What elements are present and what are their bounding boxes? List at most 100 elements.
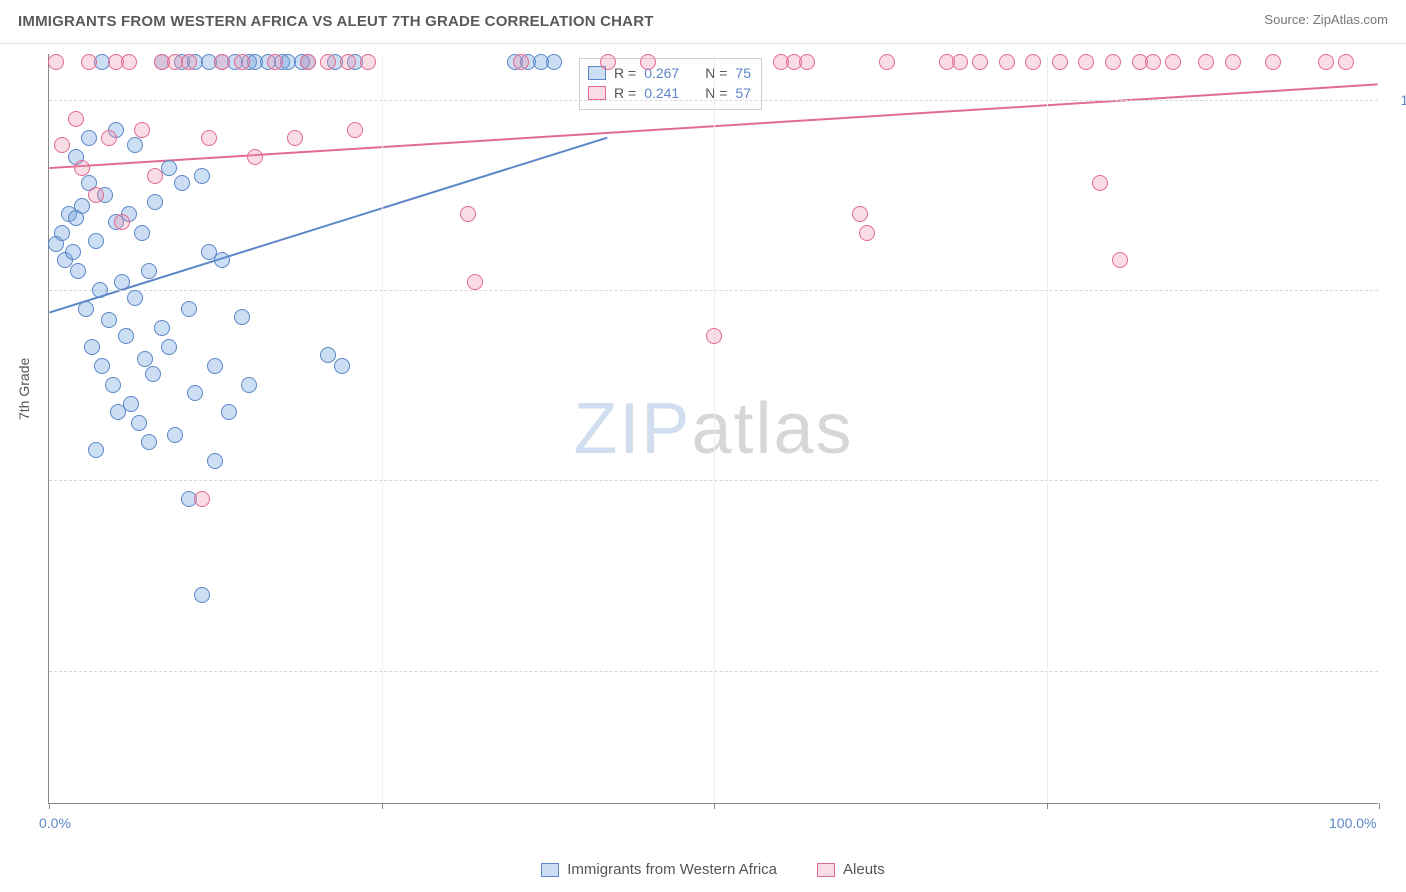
data-point [334, 358, 350, 374]
data-point [161, 339, 177, 355]
data-point [600, 54, 616, 70]
data-point [320, 54, 336, 70]
data-point [92, 282, 108, 298]
data-point [54, 137, 70, 153]
legend-swatch-icon [817, 863, 835, 877]
data-point [74, 198, 90, 214]
legend-n-label: N = [705, 65, 727, 81]
gridline-v [714, 54, 715, 803]
data-point [105, 377, 121, 393]
data-point [194, 491, 210, 507]
data-point [123, 396, 139, 412]
x-tick [49, 803, 50, 809]
data-point [81, 130, 97, 146]
legend-r-label: R = [614, 85, 636, 101]
data-point [460, 206, 476, 222]
x-tick [1379, 803, 1380, 809]
chart-title: IMMIGRANTS FROM WESTERN AFRICA VS ALEUT … [18, 13, 654, 30]
legend-item-b: Aleuts [817, 861, 885, 878]
legend-label-a: Immigrants from Western Africa [567, 861, 777, 878]
data-point [267, 54, 283, 70]
x-tick-label: 100.0% [1329, 815, 1376, 831]
data-point [207, 358, 223, 374]
legend-n-value: 75 [735, 65, 751, 81]
data-point [999, 54, 1015, 70]
y-axis-label: 7th Grade [16, 358, 32, 420]
legend-n-value: 57 [735, 85, 751, 101]
data-point [221, 404, 237, 420]
data-point [207, 453, 223, 469]
data-point [1092, 175, 1108, 191]
data-point [174, 175, 190, 191]
data-point [127, 290, 143, 306]
data-point [134, 122, 150, 138]
data-point [78, 301, 94, 317]
data-point [68, 111, 84, 127]
data-point [546, 54, 562, 70]
data-point [147, 194, 163, 210]
data-point [94, 358, 110, 374]
data-point [320, 347, 336, 363]
data-point [1225, 54, 1241, 70]
data-point [154, 320, 170, 336]
source-attribution: Source: ZipAtlas.com [1264, 12, 1388, 27]
data-point [287, 130, 303, 146]
data-point [141, 263, 157, 279]
data-point [1265, 54, 1281, 70]
data-point [467, 274, 483, 290]
data-point [65, 244, 81, 260]
data-point [852, 206, 868, 222]
source-link[interactable]: ZipAtlas.com [1313, 12, 1388, 27]
data-point [513, 54, 529, 70]
scatter-plot: ZIPatlas R =0.267N =75R =0.241N =57 85.0… [48, 54, 1378, 804]
data-point [88, 442, 104, 458]
data-point [181, 301, 197, 317]
data-point [121, 54, 137, 70]
data-point [127, 137, 143, 153]
data-point [234, 54, 250, 70]
data-point [181, 54, 197, 70]
data-point [131, 415, 147, 431]
data-point [81, 54, 97, 70]
x-tick [714, 803, 715, 809]
x-tick [1047, 803, 1048, 809]
data-point [1145, 54, 1161, 70]
y-tick-label: 90.0% [1388, 472, 1406, 488]
data-point [972, 54, 988, 70]
data-point [879, 54, 895, 70]
data-point [84, 339, 100, 355]
data-point [1318, 54, 1334, 70]
data-point [214, 252, 230, 268]
data-point [859, 225, 875, 241]
data-point [360, 54, 376, 70]
data-point [145, 366, 161, 382]
data-point [141, 434, 157, 450]
legend-label-b: Aleuts [843, 861, 885, 878]
gridline-v [1047, 54, 1048, 803]
y-tick-label: 85.0% [1388, 663, 1406, 679]
data-point [214, 54, 230, 70]
source-label: Source: [1264, 12, 1309, 27]
data-point [234, 309, 250, 325]
legend-item-a: Immigrants from Western Africa [541, 861, 777, 878]
series-legend: Immigrants from Western Africa Aleuts [48, 861, 1378, 878]
data-point [54, 225, 70, 241]
data-point [347, 122, 363, 138]
data-point [187, 385, 203, 401]
legend-n-label: N = [705, 85, 727, 101]
data-point [70, 263, 86, 279]
gridline-v [382, 54, 383, 803]
data-point [1165, 54, 1181, 70]
data-point [88, 187, 104, 203]
data-point [147, 168, 163, 184]
data-point [201, 130, 217, 146]
data-point [114, 274, 130, 290]
data-point [1338, 54, 1354, 70]
data-point [194, 587, 210, 603]
data-point [1112, 252, 1128, 268]
legend-r-value: 0.241 [644, 85, 679, 101]
data-point [952, 54, 968, 70]
data-point [706, 328, 722, 344]
watermark-left: ZIP [573, 389, 691, 469]
legend-swatch-icon [588, 86, 606, 100]
